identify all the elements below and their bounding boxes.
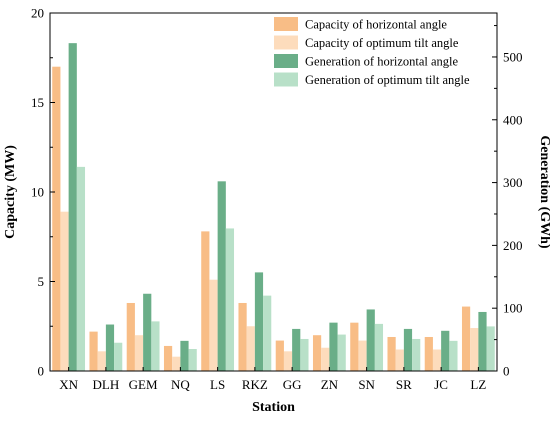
legend-label-4: Generation of optimum tilt angle: [305, 73, 470, 87]
bar-jc-series-4: [449, 340, 458, 371]
bar-gem-series-1: [126, 302, 135, 371]
bar-zn-series-1: [312, 335, 322, 371]
x-axis-title: Station: [252, 400, 295, 415]
bar-lz-series-2: [470, 328, 479, 371]
bar-sn-series-3: [366, 309, 375, 371]
right-tick-label: 500: [503, 49, 523, 64]
bar-xn-series-2: [60, 211, 69, 371]
left-tick-label: 20: [31, 6, 44, 21]
x-tick-label-ls: LS: [210, 377, 225, 392]
bars-layer: [52, 43, 495, 372]
bar-xn-series-3: [68, 43, 77, 372]
bar-sr-series-1: [387, 336, 396, 371]
left-tick-label: 10: [31, 185, 44, 200]
bar-jc-series-3: [441, 330, 450, 371]
bar-nq-series-1: [163, 345, 173, 371]
x-tick-label-nq: NQ: [171, 377, 190, 392]
right-tick-label: 300: [503, 175, 523, 190]
bar-zn-series-4: [337, 334, 346, 371]
bar-sr-series-3: [403, 328, 413, 371]
bar-nq-series-2: [172, 356, 181, 371]
bar-gem-series-2: [134, 335, 144, 371]
x-tick-label-zn: ZN: [321, 377, 339, 392]
bar-sr-series-4: [412, 338, 421, 371]
bar-gg-series-3: [292, 328, 301, 371]
bar-zn-series-3: [329, 322, 338, 371]
left-tick-label: 5: [38, 274, 45, 289]
bar-gg-series-1: [275, 340, 284, 371]
x-axis: XN DLH GEM NQ LS RKZ GG ZN SN SR JC LZ: [59, 367, 486, 392]
bar-rkz-series-1: [238, 302, 247, 371]
legend: Capacity of horizontal angle Capacity of …: [274, 17, 470, 87]
x-tick-label-lz: LZ: [470, 377, 486, 392]
bar-sr-series-2: [395, 349, 404, 371]
right-tick-label: 200: [503, 238, 523, 253]
bar-gg-series-4: [300, 338, 309, 371]
right-axis-title: Generation (GWh): [537, 135, 550, 248]
bar-ls-series-1: [201, 231, 210, 371]
bar-jc-series-1: [424, 336, 433, 371]
x-tick-label-jc: JC: [434, 377, 448, 392]
right-tick-label: 400: [503, 112, 523, 127]
x-tick-label-dlh: DLH: [93, 377, 120, 392]
left-axis: 0 5 10 15 20: [31, 6, 55, 379]
x-tick-label-gem: GEM: [129, 377, 158, 392]
legend-swatch-2: [274, 35, 298, 50]
bar-sn-series-4: [374, 323, 384, 371]
x-tick-label-gg: GG: [283, 377, 302, 392]
bar-dlh-series-3: [105, 324, 115, 371]
legend-label-2: Capacity of optimum tilt angle: [305, 36, 459, 50]
bar-dlh-series-2: [97, 351, 106, 371]
bar-ls-series-3: [217, 181, 226, 371]
x-tick-label-sn: SN: [358, 377, 375, 392]
x-tick-label-xn: XN: [59, 377, 78, 392]
bar-xn-series-1: [52, 66, 61, 371]
bar-dlh-series-1: [89, 331, 98, 371]
bar-nq-series-3: [180, 340, 189, 371]
bar-lz-series-3: [478, 311, 487, 371]
bar-ls-series-4: [225, 228, 235, 371]
bar-gem-series-4: [151, 321, 160, 371]
right-axis: 0 100 200 300 400 500: [492, 25, 523, 379]
x-tick-label-rkz: RKZ: [242, 377, 268, 392]
legend-swatch-3: [274, 54, 298, 68]
bar-sn-series-1: [350, 322, 359, 371]
left-tick-label: 15: [31, 95, 44, 110]
legend-label-1: Capacity of horizontal angle: [305, 18, 447, 32]
bar-gg-series-2: [283, 351, 293, 371]
right-tick-label: 100: [503, 301, 523, 316]
left-tick-label: 0: [38, 364, 45, 379]
bar-rkz-series-3: [254, 272, 264, 371]
left-axis-title: Capacity (MW): [3, 145, 18, 239]
bar-rkz-series-2: [246, 326, 255, 371]
x-tick-label-sr: SR: [396, 377, 412, 392]
right-tick-label: 0: [503, 364, 510, 379]
bar-lz-series-4: [486, 326, 495, 371]
bar-xn-series-4: [76, 166, 86, 371]
legend-swatch-1: [274, 17, 298, 31]
bar-sn-series-2: [358, 340, 367, 371]
legend-label-3: Generation of horizontal angle: [305, 55, 459, 69]
bar-jc-series-2: [432, 349, 442, 371]
legend-swatch-4: [274, 72, 298, 87]
bar-lz-series-1: [461, 306, 471, 371]
bar-nq-series-4: [188, 349, 197, 371]
bar-rkz-series-4: [263, 295, 272, 371]
bar-ls-series-2: [209, 279, 218, 371]
bar-dlh-series-4: [114, 342, 123, 371]
bar-zn-series-2: [321, 347, 330, 371]
bar-gem-series-3: [143, 293, 152, 371]
